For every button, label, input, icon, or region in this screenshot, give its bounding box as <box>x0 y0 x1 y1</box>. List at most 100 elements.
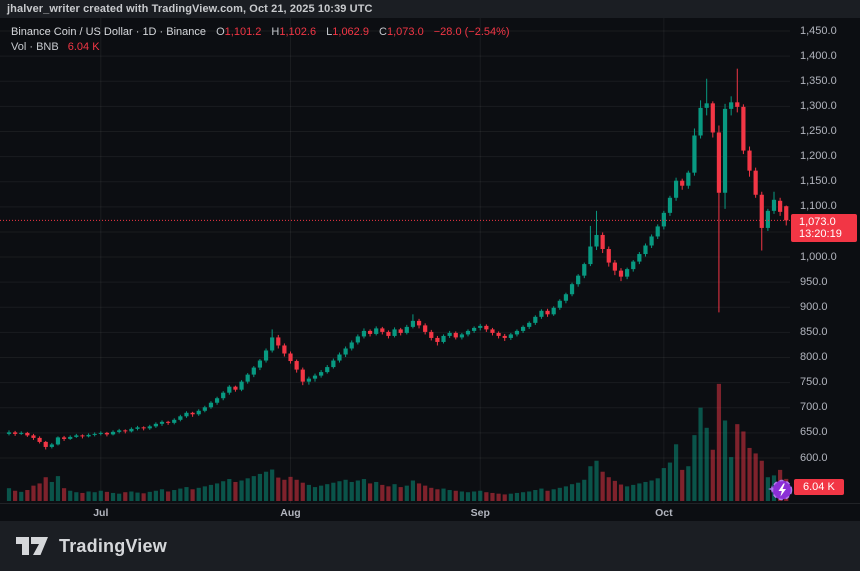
candle-body <box>386 331 391 336</box>
candle-body <box>147 426 152 429</box>
volume-bar <box>545 490 550 501</box>
tradingview-logo[interactable]: TradingView <box>16 535 167 557</box>
volume-bar <box>190 489 195 501</box>
volume-bar <box>31 485 36 501</box>
volume-bar <box>582 479 587 501</box>
candle-body <box>416 320 422 326</box>
candle-body <box>612 262 617 271</box>
price-axis[interactable]: 1,073.0 13:20:19 6.04 K 600.0 650.0 700.0 7… <box>790 18 860 503</box>
volume-bar <box>698 407 703 501</box>
candle-body <box>557 300 562 308</box>
candle-body <box>631 261 636 270</box>
candle-body <box>233 386 238 390</box>
volume-bar <box>123 492 128 501</box>
volume-bar <box>221 481 226 501</box>
candle-body <box>319 372 324 376</box>
time-axis[interactable]: Jul Aug Sep Oct <box>0 503 860 522</box>
candle-body <box>729 102 734 109</box>
candle-body <box>31 435 36 438</box>
candle-body <box>19 432 24 434</box>
candle-body <box>771 199 777 211</box>
volume-bar <box>722 420 728 501</box>
volume-bar <box>588 466 593 501</box>
volume-bar <box>282 479 287 501</box>
volume-bar <box>612 480 617 501</box>
volume-bar <box>410 480 416 501</box>
volume-bar <box>312 487 318 501</box>
price-tick-label: 1,250.0 <box>800 124 837 137</box>
symbol-title[interactable]: Binance Coin / US Dollar · 1D · Binance <box>11 26 207 38</box>
candle-body <box>245 374 250 382</box>
candle-body <box>625 269 630 277</box>
flash-bot-icon[interactable] <box>766 476 794 504</box>
legend-symbol-row[interactable]: Binance Coin / US Dollar · 1D · Binance … <box>11 25 510 40</box>
candle-body <box>141 427 146 429</box>
price-tick-label: 1,200.0 <box>800 150 837 163</box>
candle-body <box>208 402 214 408</box>
candle-body <box>239 381 244 390</box>
candle-body <box>423 325 428 332</box>
volume-bar <box>576 482 581 501</box>
volume-bar <box>288 476 293 501</box>
candle-body <box>68 436 73 439</box>
candle-body <box>472 327 477 331</box>
volume-bar <box>166 491 171 501</box>
candle-body <box>61 437 67 439</box>
candle-body <box>184 412 189 417</box>
volume-bar <box>147 491 152 501</box>
volume-bar <box>606 477 611 501</box>
volume-bar <box>98 490 103 501</box>
volume-bar <box>765 477 770 501</box>
volume-bar <box>594 460 599 501</box>
volume-bar <box>74 492 79 501</box>
candle-body <box>710 103 715 133</box>
volume-bar <box>661 468 666 501</box>
volume-bar <box>520 492 526 501</box>
candle-body <box>429 331 434 338</box>
volume-bar <box>508 493 513 501</box>
candle-body <box>270 337 275 351</box>
volume-bar <box>618 484 624 501</box>
candle-body <box>380 328 385 332</box>
volume-bar <box>61 488 67 501</box>
open-value: 1,101.2 <box>224 26 262 38</box>
volume-bar <box>716 383 722 501</box>
footer-bar: TradingView <box>0 521 860 571</box>
open-label: O <box>216 26 225 38</box>
volume-bar <box>435 489 440 501</box>
legend-volume-row[interactable]: Vol · BNB 6.04 K <box>11 40 510 55</box>
candle-body <box>86 434 91 437</box>
candle-body <box>49 444 54 447</box>
candle-body <box>576 275 581 285</box>
price-tick-label: 800.0 <box>800 351 828 364</box>
volume-bar <box>361 479 367 501</box>
candlestick-chart-canvas[interactable] <box>0 18 790 503</box>
high-value: 1,102.6 <box>279 26 317 38</box>
time-axis-label: Oct <box>655 507 673 519</box>
candle-body <box>741 106 746 151</box>
price-tick-label: 1,100.0 <box>800 200 837 213</box>
candle-body <box>172 419 177 423</box>
candle-body <box>496 332 501 336</box>
candle-body <box>661 212 666 227</box>
volume-bar <box>447 490 452 501</box>
price-tick-label: 1,000.0 <box>800 250 837 263</box>
volume-bar <box>19 491 24 501</box>
volume-bar <box>37 483 42 501</box>
candle-body <box>606 249 611 263</box>
candle-body <box>166 421 171 423</box>
last-price-value: 1,073.0 <box>799 216 836 229</box>
lightning-bolt-icon <box>778 483 786 497</box>
price-tick-label: 950.0 <box>800 275 828 288</box>
volume-bar <box>759 460 764 501</box>
candle-body <box>704 103 709 108</box>
volume-bar <box>637 483 642 501</box>
volume-bar <box>514 492 520 501</box>
candle-body <box>551 307 556 315</box>
candle-body <box>527 322 532 327</box>
candle-body <box>257 360 263 368</box>
candle-body <box>123 430 128 432</box>
volume-bar <box>753 453 758 501</box>
candle-body <box>447 332 452 336</box>
candle-body <box>747 150 752 171</box>
